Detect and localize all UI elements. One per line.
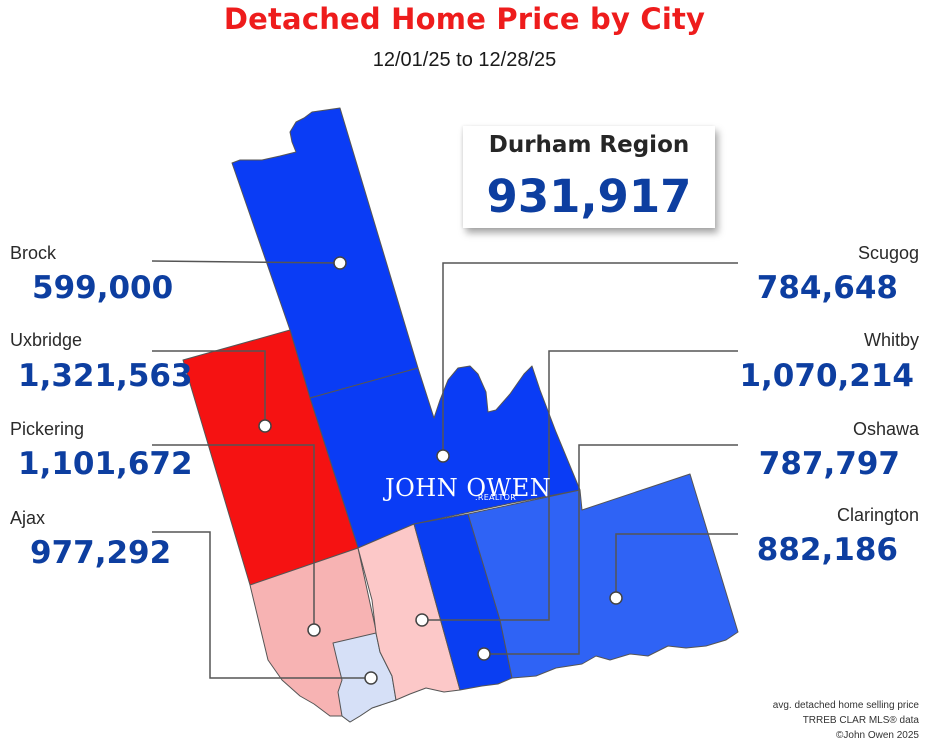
- ajax-price: 977,292: [30, 535, 172, 571]
- clarington-marker[interactable]: [609, 591, 623, 605]
- whitby-leader-line: [422, 350, 738, 621]
- clarington-area[interactable]: [467, 473, 739, 679]
- footnote-line-2: TRREB CLAR MLS® data: [802, 715, 919, 726]
- oshawa-label: Oshawa: [852, 419, 919, 439]
- clarington-label: Clarington: [836, 505, 919, 525]
- region-name: Durham Region: [488, 132, 690, 158]
- footnote-line-3: ©John Owen 2025: [836, 730, 919, 741]
- region-value: 931,917: [486, 170, 692, 223]
- ajax-label: Ajax: [10, 508, 46, 528]
- john-owen-logo: JOHN OWEN: [385, 474, 552, 502]
- oshawa-leader-line: [484, 444, 738, 655]
- scugog-price: 784,648: [756, 270, 898, 306]
- brock-label: Brock: [10, 243, 57, 263]
- chart-title: Detached Home Price by City: [223, 2, 706, 36]
- scugog-label: Scugog: [857, 243, 919, 263]
- uxbridge-price: 1,321,563: [18, 358, 193, 394]
- region-total-box: Durham Region 931,917: [463, 126, 715, 228]
- whitby-price: 1,070,214: [739, 358, 914, 394]
- pickering-price: 1,101,672: [18, 446, 193, 482]
- date-range: 12/01/25 to 12/28/25: [372, 49, 557, 71]
- footnote-line-1: avg. detached home selling price: [772, 700, 919, 711]
- whitby-marker[interactable]: [415, 613, 429, 627]
- ajax-marker[interactable]: [364, 671, 378, 685]
- pickering-leader-line: [152, 444, 315, 630]
- uxbridge-marker[interactable]: [258, 419, 272, 433]
- uxbridge-leader-line: [152, 350, 266, 426]
- clarington-leader-line: [615, 533, 738, 598]
- scugog-marker[interactable]: [436, 449, 450, 463]
- oshawa-price: 787,797: [758, 446, 900, 482]
- whitby-label: Whitby: [863, 330, 919, 350]
- brock-price: 599,000: [32, 270, 174, 306]
- uxbridge-label: Uxbridge: [10, 330, 83, 350]
- oshawa-marker[interactable]: [477, 647, 491, 661]
- brock-leader-line: [151, 260, 341, 264]
- clarington-price: 882,186: [756, 532, 898, 568]
- ajax-leader-line: [152, 531, 371, 679]
- brock-marker[interactable]: [333, 256, 347, 270]
- scugog-leader-line: [442, 262, 738, 456]
- pickering-marker[interactable]: [307, 623, 321, 637]
- pickering-label: Pickering: [10, 419, 85, 439]
- john-owen-logo-sub: .REALTOR: [475, 493, 517, 502]
